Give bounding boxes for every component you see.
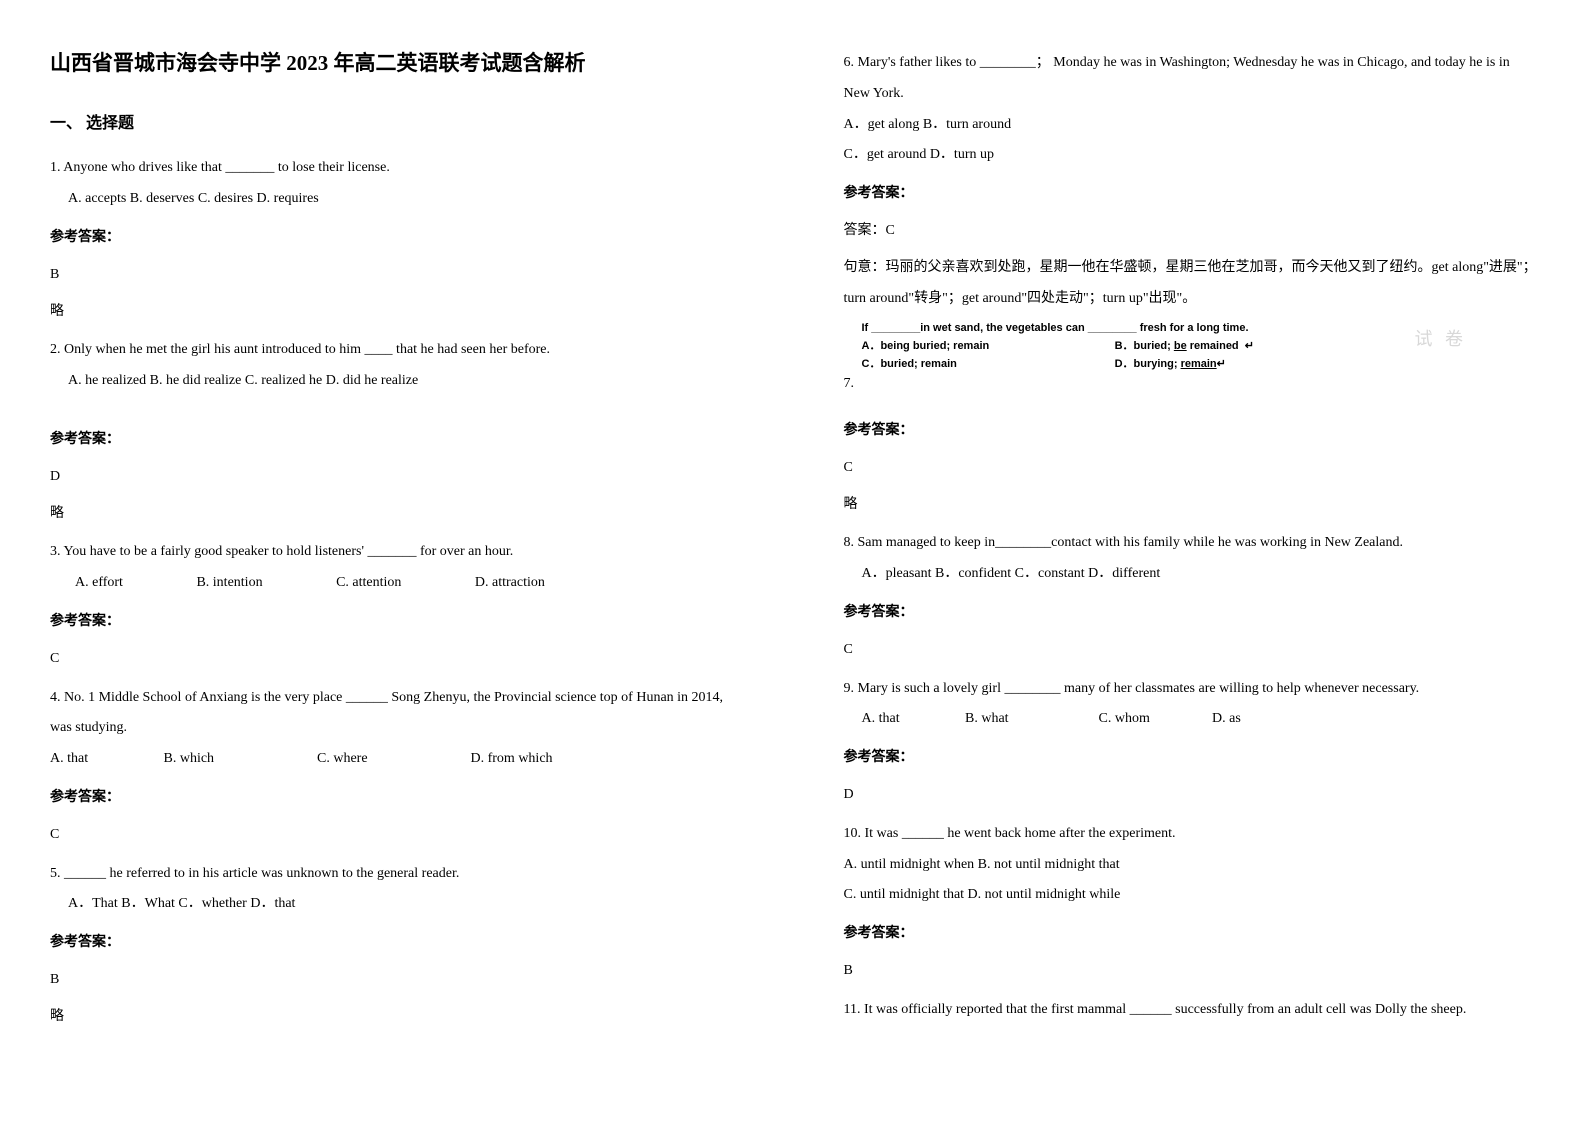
section-header: 一、 选择题 xyxy=(50,106,744,141)
q7-answer: C xyxy=(844,453,1538,484)
q4-opt-c: C. where xyxy=(317,744,467,775)
q10-stem: 10. It was ______ he went back home afte… xyxy=(844,819,1538,850)
q8-options: A．pleasant B．confident C．constant D．diff… xyxy=(862,559,1538,590)
q3-answer: C xyxy=(50,644,744,675)
q5-stem: 5. ______ he referred to in his article … xyxy=(50,859,744,890)
answer-label: 参考答案： xyxy=(844,179,1538,210)
answer-label: 参考答案： xyxy=(844,598,1538,629)
q9-stem: 9. Mary is such a lovely girl ________ m… xyxy=(844,674,1538,705)
q7-opt-d: D．burying; remain↵ xyxy=(1115,356,1226,374)
q5-abbrev: 略 xyxy=(50,1002,744,1033)
q3-options: A. effort B. intention C. attention D. a… xyxy=(68,568,744,599)
q8-stem: 8. Sam managed to keep in________contact… xyxy=(844,528,1538,559)
q7-number: 7. xyxy=(844,369,1538,400)
document-title: 山西省晋城市海会寺中学 2023 年高二英语联考试题含解析 xyxy=(50,40,744,86)
q1-stem: 1. Anyone who drives like that _______ t… xyxy=(50,153,744,184)
answer-label: 参考答案： xyxy=(50,223,744,254)
question-8: 8. Sam managed to keep in________contact… xyxy=(844,528,1538,590)
q4-options: A. that B. which C. where D. from which xyxy=(50,744,744,775)
answer-label: 参考答案： xyxy=(50,425,744,456)
q1-answer: B xyxy=(50,260,744,291)
q10-options-2: C. until midnight that D. not until midn… xyxy=(844,880,1538,911)
q9-answer: D xyxy=(844,780,1538,811)
q7-abbrev: 略 xyxy=(844,490,1538,521)
q4-answer: C xyxy=(50,820,744,851)
q2-options: A. he realized B. he did realize C. real… xyxy=(68,366,744,397)
q6-options-2: C．get around D．turn up xyxy=(844,140,1538,171)
q9-opt-d: D. as xyxy=(1212,711,1241,726)
q3-opt-b: B. intention xyxy=(196,568,262,599)
question-1: 1. Anyone who drives like that _______ t… xyxy=(50,153,744,215)
q3-opt-c: C. attention xyxy=(336,568,401,599)
answer-label: 参考答案： xyxy=(844,743,1538,774)
q9-opt-b: B. what xyxy=(965,704,1095,735)
q3-stem: 3. You have to be a fairly good speaker … xyxy=(50,537,744,568)
q9-opt-c: C. whom xyxy=(1099,704,1209,735)
question-11: 11. It was officially reported that the … xyxy=(844,995,1538,1026)
q1-options: A. accepts B. deserves C. desires D. req… xyxy=(68,184,744,215)
q4-opt-a: A. that xyxy=(50,744,160,775)
q4-opt-d: D. from which xyxy=(471,751,553,766)
q4-opt-b: B. which xyxy=(164,744,314,775)
q5-options: A．That B．What C．whether D．that xyxy=(68,889,744,920)
answer-label: 参考答案： xyxy=(844,919,1538,950)
q3-opt-d: D. attraction xyxy=(475,568,545,599)
q10-options-1: A. until midnight when B. not until midn… xyxy=(844,850,1538,881)
question-10: 10. It was ______ he went back home afte… xyxy=(844,819,1538,911)
q5-answer: B xyxy=(50,965,744,996)
q7-opt-a: A．being buried; remain xyxy=(862,338,1072,356)
question-5: 5. ______ he referred to in his article … xyxy=(50,859,744,921)
q6-explain: 句意：玛丽的父亲喜欢到处跑，星期一他在华盛顿，星期三他在芝加哥，而今天他又到了纽… xyxy=(844,253,1538,315)
q10-answer: B xyxy=(844,956,1538,987)
q6-stem-a: 6. Mary's father likes to ________ xyxy=(844,55,1036,70)
q7-opt-b: B．buried; be remained ↵ xyxy=(1115,338,1254,356)
question-2: 2. Only when he met the girl his aunt in… xyxy=(50,335,744,397)
question-9: 9. Mary is such a lovely girl ________ m… xyxy=(844,674,1538,736)
right-column: 6. Mary's father likes to ________； Mond… xyxy=(794,0,1587,1122)
question-3: 3. You have to be a fairly good speaker … xyxy=(50,537,744,599)
answer-label: 参考答案： xyxy=(50,607,744,638)
q4-stem: 4. No. 1 Middle School of Anxiang is the… xyxy=(50,683,744,745)
q2-abbrev: 略 xyxy=(50,499,744,530)
q8-answer: C xyxy=(844,635,1538,666)
q9-opt-a: A. that xyxy=(862,704,962,735)
q1-abbrev: 略 xyxy=(50,297,744,328)
answer-label: 参考答案： xyxy=(50,928,744,959)
q6-answer: 答案：C xyxy=(844,216,1538,247)
q11-stem: 11. It was officially reported that the … xyxy=(844,995,1538,1026)
q7-stem: If ________in wet sand, the vegetables c… xyxy=(862,320,1538,338)
q7-opt-c: C．buried; remain xyxy=(862,356,1072,374)
left-column: 山西省晋城市海会寺中学 2023 年高二英语联考试题含解析 一、 选择题 1. … xyxy=(0,0,794,1122)
question-7-embed: If ________in wet sand, the vegetables c… xyxy=(862,320,1538,373)
answer-label: 参考答案： xyxy=(844,416,1538,447)
q6-options-1: A．get along B．turn around xyxy=(844,110,1538,141)
q3-opt-a: A. effort xyxy=(75,568,123,599)
q2-stem: 2. Only when he met the girl his aunt in… xyxy=(50,335,744,366)
answer-label: 参考答案： xyxy=(50,783,744,814)
question-6: 6. Mary's father likes to ________； Mond… xyxy=(844,48,1538,171)
question-4: 4. No. 1 Middle School of Anxiang is the… xyxy=(50,683,744,775)
q9-options: A. that B. what C. whom D. as xyxy=(862,704,1538,735)
q2-answer: D xyxy=(50,462,744,493)
